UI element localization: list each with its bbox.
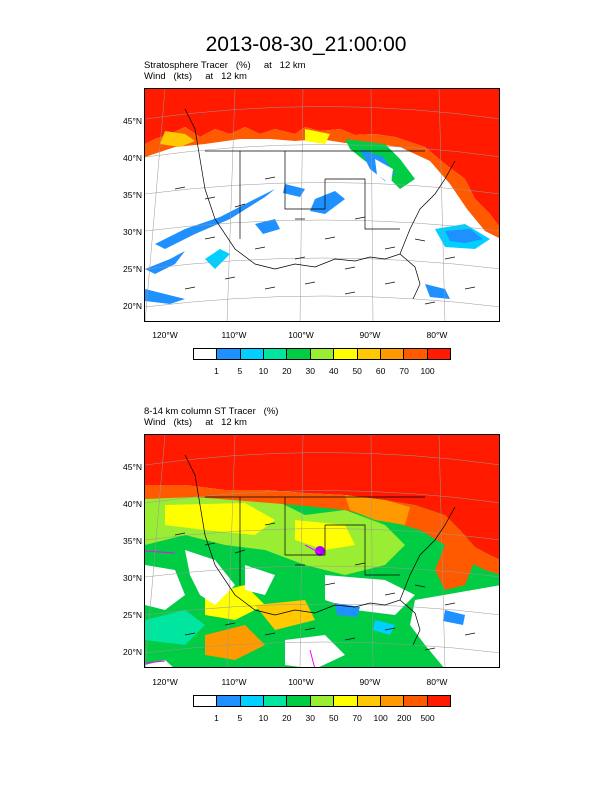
panel2-colorbar [193,695,451,707]
panel2-lat-label: 40°N [123,499,142,509]
panel1-lon-label: 110°W [221,330,247,340]
colorbar-tick-label: 50 [328,713,339,723]
colorbar-tick-label: 70 [399,366,409,376]
page-title: 2013-08-30_21:00:00 [205,33,407,56]
colorbar-tick-label: 30 [305,713,315,723]
colorbar-tick-label: 5 [237,713,243,723]
colorbar-swatch [194,349,218,359]
panel2-lat-label: 35°N [123,536,142,546]
panel1-lon-label: 90°W [359,330,381,340]
colorbar-tick-label: 10 [258,713,269,723]
colorbar-tick-label: 1 [214,713,219,723]
panel2-lat-label: 25°N [123,610,142,620]
colorbar-swatch [310,696,335,706]
panel2-lat-label: 45°N [123,462,142,472]
panel1-label-wind: Wind (kts) at 12 km [144,71,247,82]
colorbar-swatch [217,349,241,359]
colorbar-swatch [240,349,265,359]
colorbar-swatch [357,696,381,706]
colorbar-tick-label: 50 [352,366,362,376]
panel1-lat-label: 30°N [123,227,142,237]
colorbar-tick-label: 20 [282,713,292,723]
panel1-lat-label: 35°N [123,190,142,200]
panel1-map-canvas [145,89,499,321]
colorbar-tick-label: 40 [328,366,339,376]
panel2-lon-label: 100°W [288,677,314,687]
colorbar-tick-label: 5 [237,366,243,376]
panel2-lon-label: 80°W [426,677,448,687]
panel1-lon-label: 100°W [288,330,314,340]
panel1-lat-label: 45°N [123,116,142,126]
colorbar-swatch [264,696,288,706]
panel2-label-wind: Wind (kts) at 12 km [144,417,247,428]
panel2-map-canvas [145,435,499,667]
colorbar-swatch [287,349,311,359]
colorbar-swatch [357,349,381,359]
panel1-lat-label: 40°N [123,153,142,163]
panel2-lon-label: 120°W [152,677,178,687]
colorbar-tick-label: 60 [375,366,386,376]
colorbar-tick-label: 20 [282,366,292,376]
colorbar-tick-label: 70 [352,713,362,723]
colorbar-tick-label: 10 [258,366,269,376]
colorbar-swatch [380,696,405,706]
colorbar-swatch [427,349,450,359]
colorbar-tick-label: 200 [396,713,412,723]
colorbar-swatch [194,696,218,706]
colorbar-tick-label: 100 [373,713,388,723]
colorbar-tick-label: 30 [305,366,315,376]
colorbar-swatch [240,696,265,706]
panel2-map [144,434,500,668]
panel1-label-variable: Stratosphere Tracer (%) at 12 km [144,60,306,71]
colorbar-swatch [404,349,428,359]
colorbar-swatch [310,349,335,359]
colorbar-swatch [334,696,358,706]
panel2-label-variable: 8-14 km column ST Tracer (%) [144,406,279,417]
colorbar-tick-label: 500 [420,713,435,723]
colorbar-swatch [380,349,405,359]
colorbar-swatch [264,349,288,359]
panel2-lat-label: 20°N [123,647,142,657]
colorbar-tick-label: 100 [420,366,435,376]
colorbar-swatch [404,696,428,706]
panel1-lon-label: 80°W [426,330,448,340]
colorbar-swatch [334,349,358,359]
panel1-colorbar [193,348,451,360]
panel2-lon-label: 90°W [359,677,381,687]
colorbar-swatch [217,696,241,706]
colorbar-swatch [287,696,311,706]
panel1-lat-label: 25°N [123,264,142,274]
panel1-map [144,88,500,322]
colorbar-swatch [427,696,450,706]
colorbar-tick-label: 1 [214,366,219,376]
panel1-lon-label: 120°W [152,330,178,340]
panel2-lon-label: 110°W [221,677,247,687]
panel2-lat-label: 30°N [123,573,142,583]
panel1-lat-label: 20°N [123,301,142,311]
